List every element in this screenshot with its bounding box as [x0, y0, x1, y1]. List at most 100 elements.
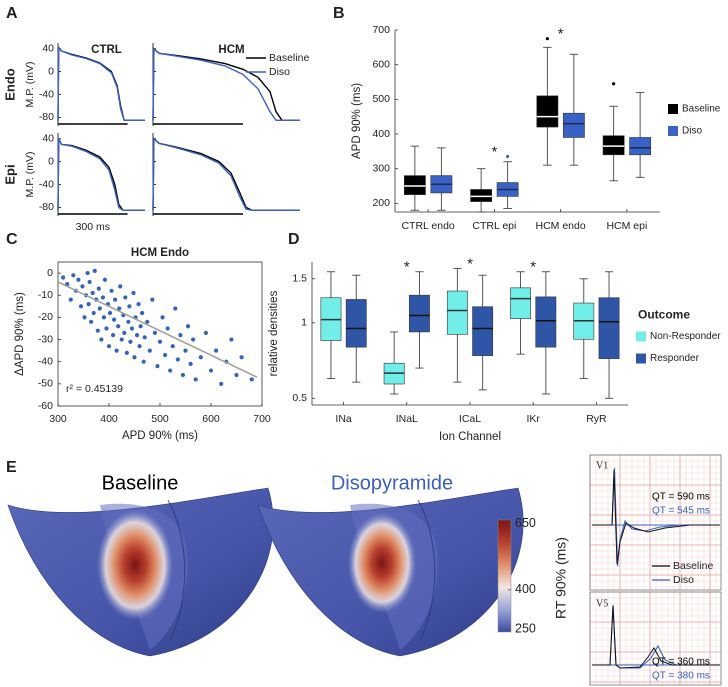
- significance: *: [467, 255, 473, 272]
- row-title: Epi: [2, 164, 17, 184]
- significance: *: [558, 26, 564, 43]
- row-title: Endo: [2, 68, 17, 101]
- legend-title: Outcome: [638, 308, 690, 322]
- y-tick-label: -40: [39, 178, 54, 190]
- fit-line: [57, 281, 258, 378]
- x-tick-label: 400: [100, 413, 118, 425]
- point: [157, 339, 163, 344]
- significance: *: [404, 259, 410, 276]
- box: [403, 175, 426, 195]
- point: [163, 352, 168, 358]
- y-tick-label: 600: [372, 58, 390, 70]
- box: [562, 112, 585, 138]
- y-tick-label: 200: [372, 197, 390, 209]
- trace: [57, 138, 145, 211]
- x-tick-label: 300: [49, 413, 67, 425]
- fit-annotation: r² = 0.45139: [66, 383, 123, 395]
- point: [110, 333, 116, 338]
- panel-label: A: [6, 5, 18, 22]
- y-tick-label: 300: [372, 162, 390, 174]
- point: [160, 315, 165, 320]
- point: [234, 372, 239, 378]
- point: [123, 295, 128, 300]
- point: [85, 270, 90, 276]
- column-title: HCM: [218, 44, 244, 56]
- y-tick-label: -10: [38, 289, 53, 301]
- point: [92, 268, 97, 273]
- point: [183, 348, 188, 353]
- point: [219, 381, 224, 386]
- y-tick-label: -40: [38, 355, 53, 367]
- x-tick-label: 700: [253, 413, 271, 425]
- point: [127, 304, 132, 309]
- qt-label: QT = 545 ms: [652, 506, 710, 517]
- x-tick-label: INa: [335, 413, 352, 425]
- x-tick-label: IKr: [526, 413, 540, 425]
- panel-label: C: [6, 231, 18, 248]
- ecg-frame: [589, 454, 722, 591]
- trace: [152, 137, 300, 211]
- y-tick-label: 0.5: [292, 392, 307, 404]
- point: [173, 306, 178, 311]
- point: [137, 344, 142, 349]
- point: [239, 355, 244, 360]
- x-tick-label: 600: [202, 413, 220, 425]
- y-axis-label: APD 90% (ms): [351, 83, 363, 159]
- box: [536, 95, 559, 128]
- point: [122, 330, 127, 335]
- trace: [57, 45, 145, 121]
- point: [87, 279, 92, 285]
- colorbar-label: RT 90% (ms): [553, 537, 569, 619]
- point: [126, 319, 131, 324]
- box: [472, 306, 494, 356]
- point: [96, 286, 101, 291]
- point: [140, 310, 145, 316]
- ecg-panel: V1 V5 QT = 590 ms QT = 545 ms QT = 360 m…: [589, 454, 722, 686]
- trace: [152, 47, 300, 121]
- point: [141, 359, 146, 364]
- legend-swatch: [668, 126, 678, 136]
- legend-label: Baseline: [673, 560, 713, 572]
- colorbar-tick-label: 250: [515, 622, 536, 636]
- point: [117, 306, 122, 311]
- x-tick-label: RyR: [586, 413, 607, 425]
- legend-label: Diso: [682, 126, 702, 137]
- box: [409, 294, 430, 333]
- y-tick-label: -20: [38, 311, 53, 323]
- legend-swatch: [636, 353, 646, 364]
- colorbar-tick-label: 400: [515, 582, 536, 596]
- panel-label: E: [6, 459, 17, 476]
- point: [134, 333, 140, 338]
- point: [136, 301, 141, 307]
- chart-title: HCM Endo: [131, 247, 189, 259]
- point: [229, 337, 234, 342]
- point: [80, 284, 85, 289]
- point: [188, 361, 193, 367]
- x-tick-label: CTRL epi: [472, 220, 516, 232]
- trace: [152, 137, 300, 211]
- point: [132, 355, 137, 360]
- panel-label: D: [288, 231, 300, 248]
- x-tick-label: 500: [151, 413, 169, 425]
- point: [91, 310, 96, 316]
- y-tick-label: 1: [301, 317, 307, 329]
- box: [510, 287, 531, 319]
- y-tick-label: 500: [372, 93, 390, 105]
- point: [249, 377, 254, 382]
- point: [90, 290, 95, 296]
- ecg-frame: [589, 591, 722, 686]
- box: [446, 290, 468, 335]
- point: [76, 277, 81, 282]
- y-tick-label: -40: [39, 88, 54, 100]
- y-tick-label: -30: [38, 333, 53, 345]
- qt-label: QT = 590 ms: [652, 492, 710, 503]
- y-tick-label: -50: [38, 378, 53, 390]
- outlier: [612, 82, 616, 86]
- y-tick-label: 400: [372, 128, 390, 140]
- point: [128, 339, 133, 344]
- point: [119, 337, 124, 342]
- y-axis-label: M.P. (mV): [24, 62, 36, 108]
- legend-swatch: [668, 104, 678, 114]
